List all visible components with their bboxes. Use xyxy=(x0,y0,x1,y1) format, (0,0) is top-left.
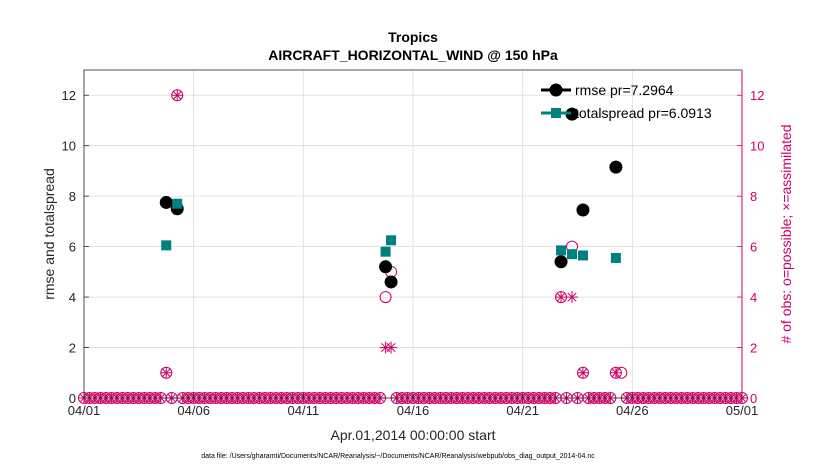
x-tick-label: 04/26 xyxy=(616,403,649,418)
legend: rmse pr=7.2964 totalspread pr=6.0913 xyxy=(541,82,712,121)
totalspread-point xyxy=(577,250,588,261)
obs-assimilated-marker xyxy=(385,341,398,354)
y-tick-label: 4 xyxy=(69,290,76,305)
data-file-footnote: data file: /Users/gharamti/Documents/NCA… xyxy=(201,453,595,460)
legend-totalspread-marker xyxy=(551,108,561,118)
x-tick-label: 04/21 xyxy=(506,403,539,418)
totalspread-point xyxy=(172,198,183,209)
y2-axis-label: # of obs: o=possible; ×=assimilated xyxy=(778,124,794,343)
y-tick-label: 10 xyxy=(62,139,76,154)
y2-tick-label: 12 xyxy=(750,88,764,103)
rmse-point xyxy=(576,203,590,217)
x-tick-label: 04/01 xyxy=(68,403,101,418)
axes: 04/01 04/06 04/11 04/16 04/21 04/26 05/0102468… xyxy=(62,88,765,418)
rmse-point xyxy=(609,160,623,174)
rmse-point xyxy=(565,107,579,121)
y2-tick-label: 8 xyxy=(750,189,757,204)
rmse-point xyxy=(159,195,173,209)
y2-tick-label: 2 xyxy=(750,341,757,356)
x-tick-label: 04/06 xyxy=(177,403,210,418)
totalspread-point xyxy=(386,235,397,246)
y2-tick-label: 6 xyxy=(750,240,757,255)
rmse-point xyxy=(554,255,568,269)
totalspread-point xyxy=(610,252,621,263)
y-tick-label: 0 xyxy=(69,391,76,406)
x-axis-label: Apr.01,2014 00:00:00 start xyxy=(330,427,495,443)
obs-assimilated-marker xyxy=(609,366,622,379)
y-tick-label: 12 xyxy=(62,88,76,103)
totalspread-point xyxy=(161,240,172,251)
y-tick-label: 2 xyxy=(69,341,76,356)
y-tick-label: 6 xyxy=(69,240,76,255)
obs-assimilated-marker xyxy=(171,89,184,102)
rmse-point xyxy=(379,260,393,274)
obs-assimilated-marker xyxy=(576,366,589,379)
y2-tick-label: 10 xyxy=(750,139,764,154)
obs-count-markers xyxy=(160,89,628,379)
chart-title: Tropics xyxy=(388,29,438,45)
legend-rmse-label: rmse pr=7.2964 xyxy=(575,82,674,98)
totalspread-point xyxy=(567,249,578,260)
series-markers xyxy=(159,107,623,289)
obs-assimilated-marker xyxy=(160,366,173,379)
obs-assimilated-marker xyxy=(555,291,568,304)
legend-rmse-marker xyxy=(549,83,563,97)
x-tick-label: 04/11 xyxy=(288,403,320,418)
y2-tick-label: 4 xyxy=(750,290,757,305)
chart-subtitle: AIRCRAFT_HORIZONTAL_WIND @ 150 hPa xyxy=(268,47,558,63)
y-axis-label: rmse and totalspread xyxy=(41,168,57,300)
totalspread-point xyxy=(380,246,391,257)
totalspread-point xyxy=(556,245,567,256)
y-tick-label: 8 xyxy=(69,189,76,204)
y2-tick-label: 0 xyxy=(750,391,757,406)
obs-possible-marker xyxy=(379,291,392,304)
obs-assimilated-marker xyxy=(566,291,579,304)
legend-totalspread-label: totalspread pr=6.0913 xyxy=(575,105,712,121)
x-tick-label: 04/16 xyxy=(397,403,430,418)
x-tick-label: 05/01 xyxy=(726,403,759,418)
rmse-point xyxy=(384,275,398,289)
